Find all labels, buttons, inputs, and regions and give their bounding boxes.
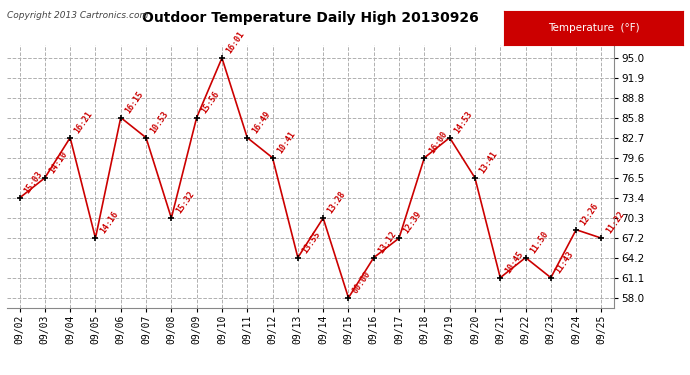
Text: 10:45: 10:45 [503,249,524,275]
Text: 16:00: 16:00 [427,129,449,155]
Text: 16:21: 16:21 [73,109,95,135]
Text: 14:10: 14:10 [48,150,69,175]
Text: 16:15: 16:15 [124,89,145,115]
Text: 12:26: 12:26 [579,201,600,227]
Text: Copyright 2013 Cartronics.com: Copyright 2013 Cartronics.com [7,11,148,20]
Text: 13:12: 13:12 [377,229,398,255]
Text: 16:49: 16:49 [250,109,272,135]
Text: 16:01: 16:01 [225,30,246,55]
Text: 12:39: 12:39 [402,210,424,236]
Text: 13:41: 13:41 [477,150,500,175]
Text: 14:16: 14:16 [98,210,120,236]
Text: 11:50: 11:50 [529,229,550,255]
Text: 10:41: 10:41 [275,129,297,155]
Text: 11:22: 11:22 [604,210,626,236]
Text: 13:55: 13:55 [301,229,322,255]
Text: 14:53: 14:53 [453,109,474,135]
Text: 13:28: 13:28 [326,190,348,215]
Text: Temperature  (°F): Temperature (°F) [548,23,639,33]
Text: 10:53: 10:53 [149,109,170,135]
Text: 15:32: 15:32 [174,190,196,215]
Text: 15:03: 15:03 [22,170,44,195]
Text: 00:00: 00:00 [351,269,373,295]
Text: Outdoor Temperature Daily High 20130926: Outdoor Temperature Daily High 20130926 [142,11,479,25]
Text: 15:56: 15:56 [199,89,221,115]
Text: 11:43: 11:43 [553,249,575,275]
